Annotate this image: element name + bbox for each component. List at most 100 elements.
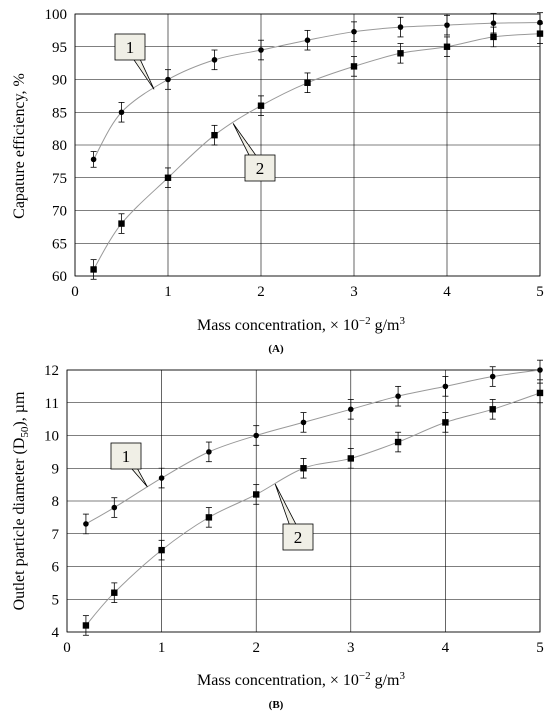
panel-a-point-series-2 (118, 220, 125, 227)
panel-b-data-points (82, 359, 544, 636)
panel-b-point-series-1 (206, 449, 212, 455)
panel-b-y-tick-label: 9 (52, 461, 60, 477)
panel-a-callout-box (244, 154, 276, 182)
panel-b-point-series-2 (82, 622, 90, 629)
panel-a-point-series-2 (90, 266, 97, 273)
panel-b-x-axis-label: Mass concentration, × 10−2 g/m3 (197, 670, 405, 689)
panel-b-trend-line-2 (85, 392, 541, 626)
panel-a-point-series-1 (118, 109, 125, 116)
panel-a-point-series-2 (536, 30, 544, 37)
panel-a-x-tick-label: 0 (71, 284, 79, 300)
panel-b-point-series-2 (489, 406, 496, 413)
panel-a-y-tick-label: 85 (52, 105, 67, 121)
panel-a-x-tick-label: 4 (443, 284, 451, 300)
panel-a-point-series-2 (257, 102, 265, 109)
panel-a-y-tick-label: 75 (52, 171, 67, 187)
panel-b-y-tick-label: 12 (44, 363, 59, 379)
panel-a-data-points (90, 12, 544, 280)
panel-a-y-tick-label: 70 (52, 204, 67, 220)
panel-a-y-axis-label: Capature efficiency, % (11, 73, 28, 219)
panel-a-point-series-1 (397, 24, 404, 30)
panel-b-y-tick-label: 4 (52, 625, 60, 641)
panel-a-point-series-2 (164, 174, 172, 181)
panel-a-callout-label-1: 1 (126, 38, 135, 57)
panel-b-x-tick-label: 5 (536, 640, 544, 656)
panel-a-trend-lines (93, 22, 541, 270)
panel-a-trend-line-1 (93, 22, 541, 160)
panel-b-x-tick-label: 1 (158, 640, 166, 656)
panel-b-point-series-2 (111, 589, 118, 596)
panel-b-point-series-2 (253, 491, 260, 498)
panel-b-point-series-2 (205, 514, 213, 521)
panel-a-point-series-2 (304, 79, 311, 86)
panel-b-point-series-1 (395, 393, 401, 400)
panel-a-trend-line-2 (93, 33, 541, 270)
panel-a-point-series-2 (490, 33, 497, 41)
panel-a-point-series-1 (351, 28, 357, 35)
panel-a-y-tick-label: 95 (52, 40, 67, 56)
panel-b-point-series-1 (300, 419, 307, 426)
panel-a-x-axis-label: Mass concentration, × 10−2 g/m3 (197, 315, 405, 334)
panel-a-y-tick-label: 90 (52, 73, 67, 89)
panel-a-point-series-1 (304, 37, 311, 43)
panel-a-point-series-1 (444, 22, 450, 28)
panel-b-point-series-1 (537, 367, 543, 373)
panel-b-point-series-2 (536, 389, 544, 397)
panel-b-y-tick-label: 8 (52, 494, 60, 510)
panel-b-y-tick-label: 11 (45, 396, 59, 412)
panel-b-x-tick-label: 0 (63, 640, 71, 656)
panel-b-trend-lines (85, 369, 541, 626)
panel-a-point-series-2 (350, 63, 358, 70)
panel-b-point-series-2 (347, 455, 354, 462)
panel-b-point-series-1 (158, 475, 165, 481)
panel-b-callouts: 12 (110, 442, 314, 551)
panel-b-point-series-1 (111, 504, 118, 511)
panel-a-x-tick-label: 1 (164, 284, 172, 300)
panel-a-callouts: 12 (114, 33, 276, 182)
panel-b-point-series-1 (348, 406, 354, 413)
panel-b-point-series-1 (489, 373, 496, 380)
panel-a-y-tick-label: 100 (45, 7, 68, 23)
panel-a-x-tick-label: 2 (257, 284, 265, 300)
panel-a-point-series-2 (211, 131, 218, 139)
panel-a-y-tick-label: 65 (52, 236, 67, 252)
panel-b-x-tick-label: 4 (442, 640, 450, 656)
panel-b-y-axis-label: Outlet particle diameter (D50), µm (11, 391, 31, 610)
panel-b-point-series-1 (83, 521, 89, 527)
panel-a-point-series-1 (490, 20, 497, 26)
panel-a-x-tick-label: 3 (350, 284, 358, 300)
panel-a-point-series-1 (165, 76, 171, 83)
panel-a-point-series-1 (90, 156, 97, 163)
panel-b-point-series-2 (158, 546, 165, 554)
panel-b-x-tick-label: 3 (347, 640, 355, 656)
panel-a-callout-label-2: 2 (256, 159, 265, 178)
panel-b-point-series-2 (394, 438, 402, 446)
panel-b-point-series-1 (442, 383, 449, 390)
panel-b-callout-box (110, 442, 142, 470)
panel-a-callout-box (114, 33, 146, 61)
panel-b-y-tick-label: 10 (44, 429, 59, 445)
panel-a-y-tick-label: 80 (52, 138, 67, 154)
panel-a-point-series-1 (211, 57, 218, 63)
panel-b-callout-box (282, 523, 314, 551)
panel-b-point-series-1 (253, 432, 259, 439)
panel-b-point-series-2 (442, 419, 449, 426)
panel-a-point-series-2 (443, 43, 451, 50)
panel-b-callout-label-1: 1 (122, 447, 131, 466)
panel-a-label: (A) (268, 343, 284, 355)
panel-a-y-tick-label: 60 (52, 269, 67, 285)
panel-b-y-tick-label: 6 (52, 560, 60, 576)
panel-a-point-series-2 (397, 50, 404, 57)
panel-b-grid (66, 369, 541, 633)
panel-a-x-tick-label: 5 (536, 284, 544, 300)
panel-b-label: (B) (269, 699, 284, 711)
panel-b-point-series-2 (300, 465, 307, 472)
panel-b-y-tick-label: 7 (52, 527, 60, 543)
panel-b-callout-label-2: 2 (294, 528, 303, 547)
panel-b-x-tick-label: 2 (252, 640, 260, 656)
